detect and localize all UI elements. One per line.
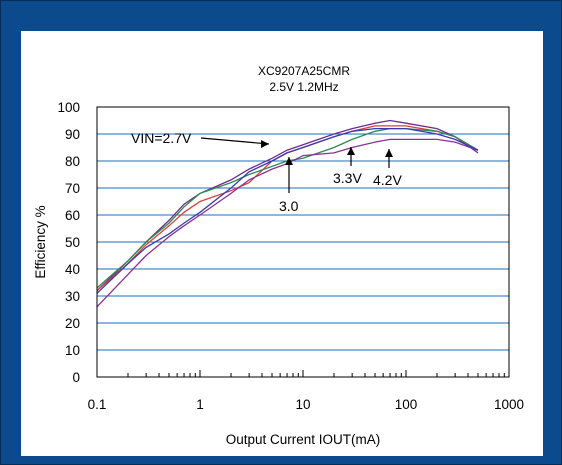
chart: XC9207A25CMR 2.5V 1.2MHz VIN=2.7V 3.0 3.3V… (33, 64, 524, 447)
x-tick-label: 1 (196, 397, 204, 412)
annotation-label: VIN=2.7V (131, 130, 192, 146)
annotation-arrow-head (285, 157, 293, 165)
grid (97, 133, 509, 351)
y-tick-label: 50 (65, 235, 80, 250)
series-line (96, 119, 479, 292)
x-axis-label: Output Current IOUT(mA) (226, 432, 381, 447)
y-tick-label: 0 (72, 370, 80, 385)
y-tick-labels: 0 10 20 30 40 50 60 70 80 90 100 (57, 100, 80, 385)
annotation-label: 3.3V (333, 170, 362, 186)
annotation-label: 3.0 (279, 198, 299, 214)
y-tick-label: 40 (65, 262, 80, 277)
chart-title: XC9207A25CMR (258, 64, 350, 78)
y-tick-label: 100 (57, 100, 80, 115)
y-tick-label: 70 (65, 181, 80, 196)
x-tick-label: 10 (295, 397, 310, 412)
annotation-arrow-head (261, 140, 269, 148)
y-tick-label: 80 (65, 154, 80, 169)
y-tick-label: 20 (65, 316, 80, 331)
annotation-arrow-line (200, 137, 270, 145)
x-tick-label: 0.1 (88, 397, 107, 412)
x-tick-label: 100 (395, 397, 418, 412)
series-line (96, 127, 479, 294)
y-axis-label: Efficiency % (33, 205, 48, 278)
annotation-label: 4.2V (373, 172, 402, 188)
annotations: VIN=2.7V 3.0 3.3V 4.2V (131, 130, 402, 214)
plot-area-border (96, 106, 510, 378)
y-tick-label: 10 (65, 343, 80, 358)
y-tick-label: 30 (65, 289, 80, 304)
minor-ticks (96, 370, 510, 377)
x-tick-labels: 0.1 1 10 100 1000 (88, 397, 524, 412)
x-tick-label: 1000 (494, 397, 524, 412)
y-tick-label: 90 (65, 127, 80, 142)
chart-panel: XC9207A25CMR 2.5V 1.2MHz VIN=2.7V 3.0 3.3V… (21, 31, 543, 456)
chart-subtitle: 2.5V 1.2MHz (269, 80, 338, 94)
annotation-arrow-head (347, 147, 355, 155)
annotation-arrow-head (385, 149, 393, 157)
y-tick-label: 60 (65, 208, 80, 223)
